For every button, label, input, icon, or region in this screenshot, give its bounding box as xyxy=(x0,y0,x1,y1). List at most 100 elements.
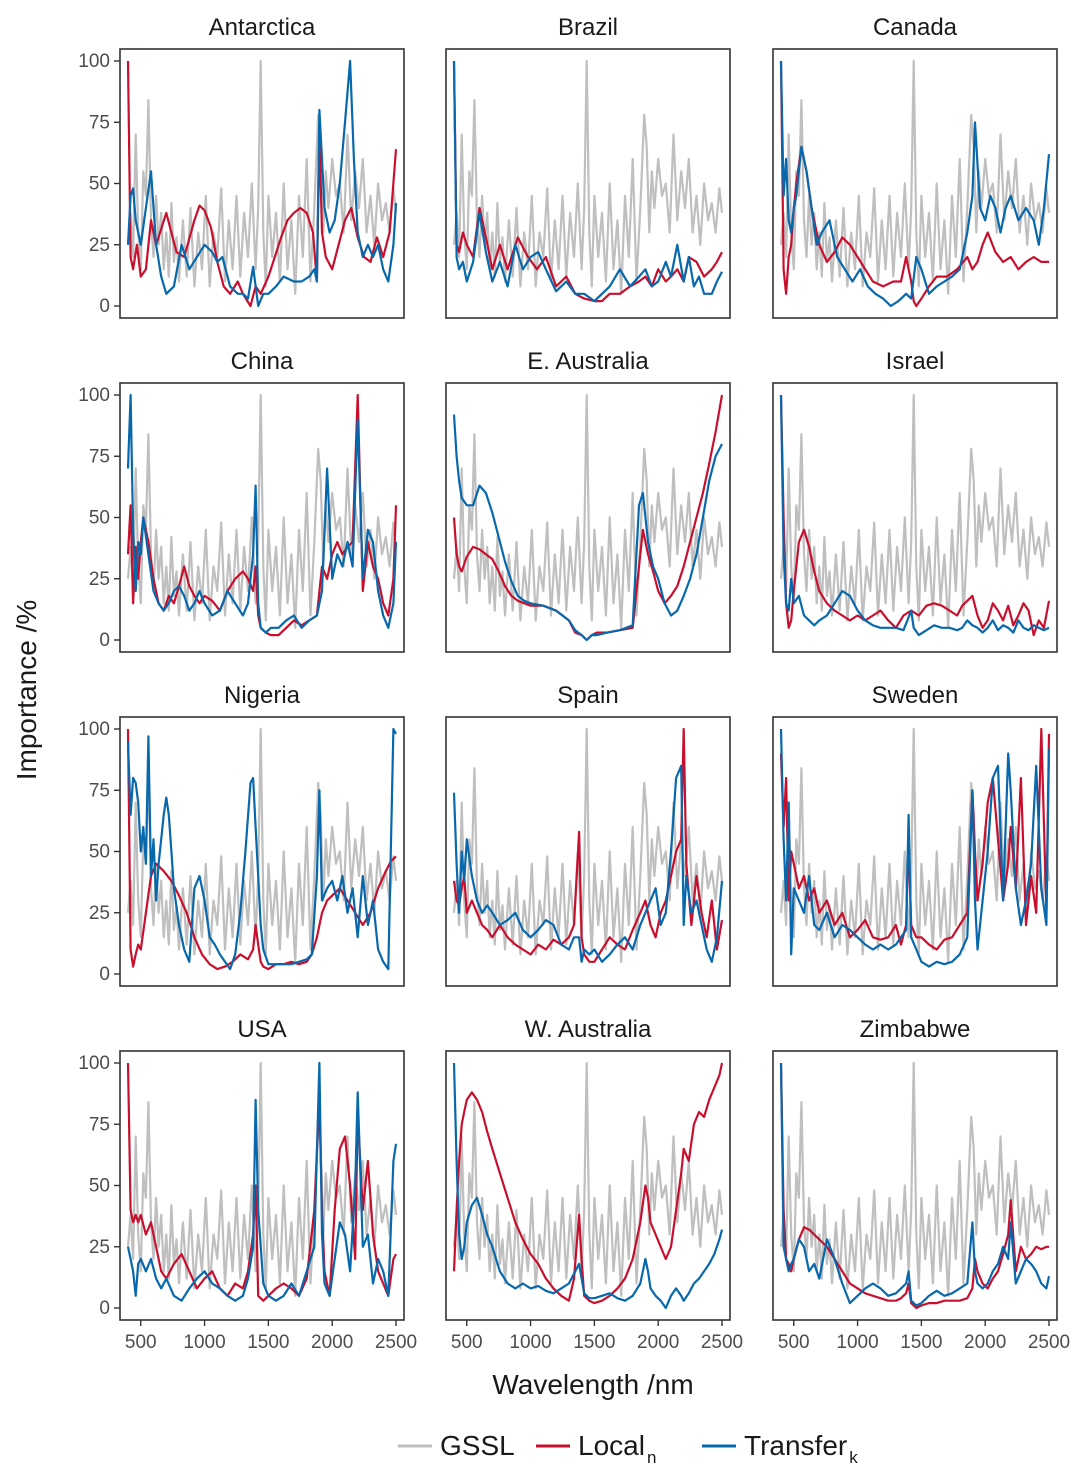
panel: Israel xyxy=(772,348,1058,653)
panel-series xyxy=(126,59,398,308)
panel-series xyxy=(452,727,724,963)
x-tick-label: 500 xyxy=(125,1332,157,1353)
series-line-local xyxy=(126,60,398,308)
y-tick-label: 75 xyxy=(89,1114,110,1135)
panel-title: USA xyxy=(237,1016,286,1043)
legend-label: GSSL xyxy=(440,1430,515,1461)
panel-title: Sweden xyxy=(872,682,959,709)
panel-frame xyxy=(772,382,1058,653)
panel-frame xyxy=(445,716,731,987)
series-line-gssl xyxy=(452,59,724,295)
legend-item: GSSL xyxy=(398,1430,515,1461)
panel-series xyxy=(779,59,1051,308)
panel-series xyxy=(126,393,398,637)
panel-frame xyxy=(772,48,1058,319)
x-tick-label: 2500 xyxy=(1028,1332,1070,1353)
panel-frame xyxy=(772,1050,1058,1321)
panel-frame xyxy=(445,1050,731,1321)
x-tick-label: 1000 xyxy=(183,1332,225,1353)
y-tick-label: 100 xyxy=(78,51,110,72)
series-line-local xyxy=(779,1062,1049,1310)
panel-title: Canada xyxy=(873,14,958,41)
panel-series xyxy=(779,393,1051,637)
x-tick-label: 500 xyxy=(778,1332,810,1353)
y-tick-label: 75 xyxy=(89,780,110,801)
series-line-gssl xyxy=(779,727,1051,963)
series-line-local xyxy=(126,728,397,971)
series-line-gssl xyxy=(126,727,398,963)
panel-series xyxy=(126,727,398,971)
series-line-transfer xyxy=(452,414,723,642)
series-line-transfer xyxy=(779,60,1051,308)
panel-title: China xyxy=(231,348,294,375)
y-tick-label: 25 xyxy=(89,235,110,256)
x-tick-label: 2000 xyxy=(637,1332,679,1353)
x-tick-label: 2500 xyxy=(375,1332,417,1353)
y-tick-label: 0 xyxy=(99,1298,110,1319)
y-tick-label: 100 xyxy=(78,1053,110,1074)
series-line-gssl xyxy=(126,59,398,295)
y-tick-label: 50 xyxy=(89,842,110,863)
panel: Antarctica 0 25 50 75 100 xyxy=(78,14,405,319)
panel: USA 0 25 50 75 100 500 1000 1500 2000 2500 xyxy=(78,1016,417,1353)
y-tick-label: 50 xyxy=(89,508,110,529)
panel-title: Israel xyxy=(886,348,945,375)
x-tick-label: 1000 xyxy=(509,1332,551,1353)
panel-frame xyxy=(772,716,1058,987)
panel-series xyxy=(779,727,1051,968)
x-tick-label: 1500 xyxy=(247,1332,289,1353)
panel-series xyxy=(126,1061,398,1302)
legend: GSSL Local n Transfer k xyxy=(398,1430,858,1467)
series-line-gssl xyxy=(779,393,1051,629)
series-line-transfer xyxy=(452,60,723,303)
x-tick-label: 500 xyxy=(451,1332,483,1353)
panel-title: Spain xyxy=(557,682,618,709)
series-line-local xyxy=(779,394,1051,637)
panel-frame xyxy=(445,48,731,319)
y-tick-label: 50 xyxy=(89,1176,110,1197)
series-line-local xyxy=(452,1062,724,1305)
x-tick-label: 1500 xyxy=(900,1332,942,1353)
series-line-gssl xyxy=(126,1061,398,1297)
y-tick-label: 0 xyxy=(99,964,110,985)
panel-series xyxy=(452,59,724,303)
y-tick-label: 25 xyxy=(89,1237,110,1258)
panel: China 0 25 50 75 100 xyxy=(78,348,405,653)
y-tick-label: 75 xyxy=(89,446,110,467)
series-line-gssl xyxy=(126,393,398,629)
y-tick-label: 25 xyxy=(89,569,110,590)
panel: Brazil xyxy=(445,14,731,319)
panel: Zimbabwe 500 1000 1500 2000 2500 xyxy=(772,1016,1070,1353)
series-line-transfer xyxy=(126,1061,398,1302)
series-line-transfer xyxy=(452,1062,724,1310)
x-tick-label: 2000 xyxy=(311,1332,353,1353)
x-tick-label: 1500 xyxy=(573,1332,615,1353)
legend-label: Local n xyxy=(578,1430,656,1467)
series-line-local xyxy=(452,727,724,963)
panel: E. Australia xyxy=(445,348,731,653)
panel-series xyxy=(452,393,724,642)
y-axis-title: Importance /% xyxy=(11,600,42,781)
panel: Spain xyxy=(445,682,731,987)
x-axis-title: Wavelength /nm xyxy=(492,1369,693,1400)
panel: W. Australia 500 1000 1500 2000 2500 xyxy=(445,1016,743,1353)
y-tick-label: 25 xyxy=(89,903,110,924)
panel-title: Zimbabwe xyxy=(860,1016,971,1043)
y-tick-label: 100 xyxy=(78,385,110,406)
series-line-transfer xyxy=(779,394,1050,637)
y-tick-label: 0 xyxy=(99,296,110,317)
panel-title: Antarctica xyxy=(209,14,316,41)
series-line-transfer xyxy=(452,764,724,963)
panel-series xyxy=(779,1061,1051,1310)
y-tick-label: 75 xyxy=(89,112,110,133)
series-line-gssl xyxy=(452,1061,724,1297)
panel: Sweden xyxy=(772,682,1058,987)
legend-label: Transfer k xyxy=(744,1430,858,1467)
x-tick-label: 2500 xyxy=(701,1332,743,1353)
x-tick-label: 1000 xyxy=(836,1332,878,1353)
series-line-gssl xyxy=(452,393,724,629)
legend-item: Transfer k xyxy=(702,1430,858,1467)
panel: Nigeria 0 25 50 75 100 xyxy=(78,682,405,987)
series-line-transfer xyxy=(126,393,398,634)
